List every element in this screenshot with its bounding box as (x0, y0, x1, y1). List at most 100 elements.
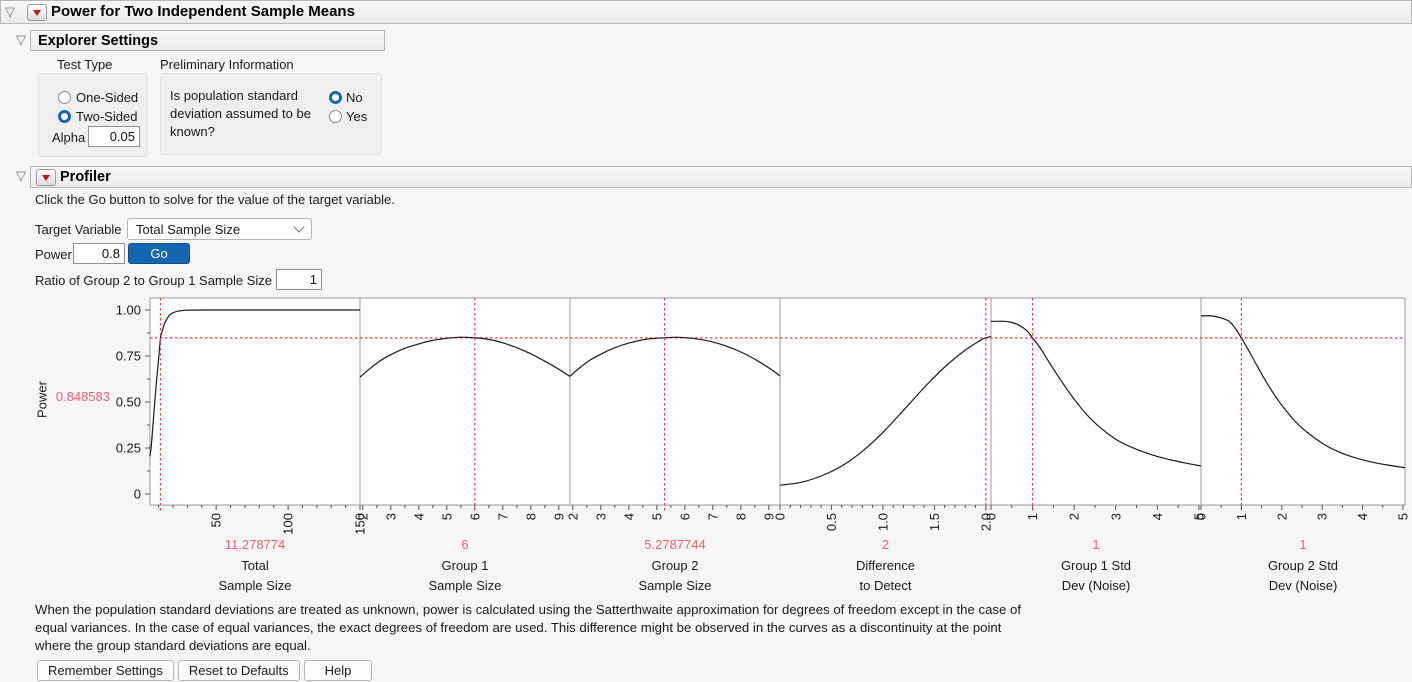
satterthwaite-footnote-line3: where the group standard deviations are … (35, 638, 311, 653)
profiler-panel-difference-to-detect[interactable] (779, 297, 992, 506)
x-tick-label: 5 (439, 513, 454, 520)
x-tick-label: 3 (383, 513, 398, 520)
current-value-group-2-sample-size[interactable]: 5.2787744 (644, 537, 706, 552)
x-tick-label: 5 (1191, 513, 1206, 520)
reset-to-defaults-button[interactable]: Reset to Defaults (177, 660, 300, 681)
power-curve-group-1-sample-size (359, 336, 571, 378)
power-curve-group-1-std-dev (990, 320, 1202, 467)
satterthwaite-footnote-line1: When the population standard deviations … (35, 602, 1021, 617)
x-tick-label: 1.0 (875, 513, 890, 531)
two-sided-radio[interactable] (58, 110, 71, 123)
std-dev-known-no-label[interactable]: No (346, 90, 363, 105)
x-tick-label: 8 (733, 513, 748, 520)
x-tick-label: 3 (593, 513, 608, 520)
current-value-difference-to-detect[interactable]: 2 (881, 537, 890, 552)
preliminary-groupbox (160, 73, 382, 155)
std-dev-known-no-radio[interactable] (329, 91, 342, 104)
x-tick-label: 6 (467, 513, 482, 520)
y-tick-label: 0 (134, 487, 141, 502)
go-button[interactable]: Go (128, 243, 190, 264)
disclosure-triangle-main[interactable]: ▽ (5, 4, 15, 19)
axis-title-group-1-std-dev: Group 1 Std Dev (Noise) (1060, 558, 1132, 593)
x-tick-label: 2 (355, 513, 370, 520)
x-tick-label: 1 (1025, 513, 1040, 520)
preliminary-question: Is population standard deviation assumed… (170, 88, 311, 139)
power-curve-difference-to-detect (779, 335, 992, 486)
axis-title-group-2-std-dev: Group 2 Std Dev (Noise) (1267, 558, 1339, 593)
x-tick-label: 0 (984, 513, 999, 520)
x-tick-label: 4 (621, 513, 636, 520)
x-tick-label: 4 (411, 513, 426, 520)
red-triangle-icon (33, 9, 41, 16)
power-input[interactable] (73, 243, 125, 264)
x-tick-label: 7 (495, 513, 510, 520)
outline-header-explorer: Explorer Settings (30, 30, 385, 51)
y-tick-label: 0.75 (116, 349, 141, 364)
x-tick-label: 0 (1194, 513, 1209, 520)
disclosure-triangle-explorer[interactable]: ▽ (16, 32, 26, 47)
disclosure-triangle-profiler[interactable]: ▽ (16, 168, 26, 183)
x-tick-label: 50 (209, 513, 224, 527)
profiler-panel-names: Total Sample Size Group 1 Sample Size Group … (0, 556, 1412, 596)
profiler-panel-group-1-sample-size[interactable] (359, 297, 571, 506)
ratio-input[interactable] (276, 269, 322, 290)
x-tick-label: 5 (1395, 513, 1410, 520)
current-value-total-sample-size[interactable]: 11.278774 (224, 537, 286, 552)
x-tick-label: 9 (551, 513, 566, 520)
x-tick-label: 1 (1234, 513, 1249, 520)
x-tick-label: 1.5 (927, 513, 942, 531)
profiler-panel-group-2-sample-size[interactable] (569, 297, 781, 506)
chevron-down-icon (293, 221, 305, 233)
profiler-panel-values: 11.278774 6 5.2787744 2 1 1 (0, 537, 1412, 553)
profiler-instruction: Click the Go button to solve for the val… (35, 192, 395, 207)
power-curve-group-2-std-dev (1200, 315, 1406, 469)
target-variable-value: Total Sample Size (136, 221, 241, 237)
alpha-label: Alpha (52, 130, 86, 145)
x-tick-label: 2 (565, 513, 580, 520)
x-tick-label: 7 (705, 513, 720, 520)
window-title: Power for Two Independent Sample Means (51, 3, 355, 20)
std-dev-known-yes-radio[interactable] (329, 110, 342, 123)
one-sided-label[interactable]: One-Sided (76, 90, 139, 105)
outline-header-main (0, 0, 1412, 24)
y-tick-label: 0.25 (116, 441, 141, 456)
two-sided-label[interactable]: Two-Sided (76, 109, 138, 124)
x-tick-label: 8 (523, 513, 538, 520)
red-triangle-menu-profiler[interactable] (36, 169, 56, 186)
profiler-panel-group-2-std-dev[interactable] (1200, 297, 1406, 506)
target-variable-label: Target Variable (35, 222, 122, 237)
x-tick-label: 0.5 (824, 513, 839, 531)
profiler-panel-group-1-std-dev[interactable] (990, 297, 1202, 506)
x-tick-label: 2 (1067, 513, 1082, 520)
power-label: Power (35, 247, 72, 262)
x-tick-label: 2.0 (978, 513, 993, 531)
profiler-panel-total-sample-size[interactable] (149, 297, 361, 506)
current-value-group-1-sample-size[interactable]: 6 (461, 537, 469, 552)
current-value-group-1-std-dev[interactable]: 1 (1092, 537, 1100, 552)
explorer-settings-title: Explorer Settings (38, 33, 159, 49)
one-sided-radio[interactable] (58, 91, 71, 104)
x-tick-label: 150 (353, 513, 368, 535)
current-value-group-2-std-dev[interactable]: 1 (1299, 537, 1307, 552)
target-variable-dropdown[interactable]: Total Sample Size (127, 218, 312, 240)
axis-title-group-1-sample-size: Group 1 Sample Size (428, 558, 502, 593)
x-tick-label: 6 (677, 513, 692, 520)
axis-title-total-sample-size: Total Sample Size (218, 558, 292, 593)
y-tick-label: 0.50 (116, 395, 141, 410)
satterthwaite-footnote-line2: equal variances. In the case of equal va… (35, 620, 1002, 635)
power-curve-total-sample-size (149, 309, 360, 457)
std-dev-known-yes-label[interactable]: Yes (346, 109, 368, 124)
x-tick-label: 2 (1274, 513, 1289, 520)
axis-title-difference-to-detect: Difference to Detect (855, 558, 915, 593)
x-tick-label: 5 (649, 513, 664, 520)
footer-buttons: Remember Settings Reset to Defaults Help (37, 660, 376, 681)
remember-settings-button[interactable]: Remember Settings (37, 660, 174, 681)
alpha-input[interactable] (88, 126, 140, 147)
axis-title-group-2-sample-size: Group 2 Sample Size (638, 558, 712, 593)
x-tick-label: 4 (1150, 513, 1165, 520)
current-power-value[interactable]: 0.848583 (55, 389, 110, 404)
help-button[interactable]: Help (303, 660, 373, 681)
red-triangle-menu-main[interactable] (27, 4, 47, 21)
